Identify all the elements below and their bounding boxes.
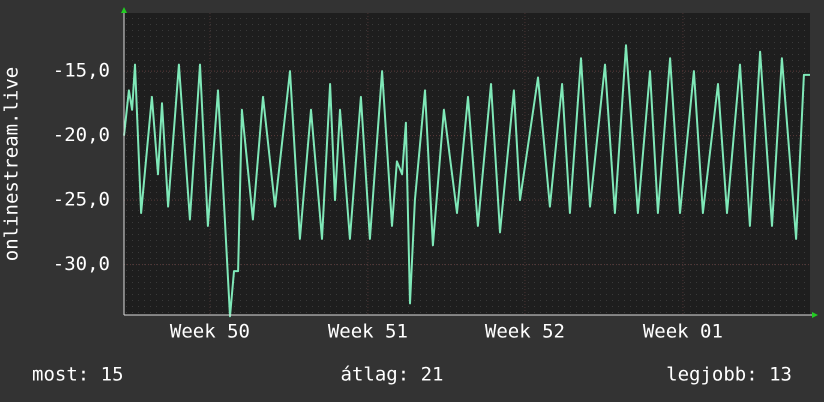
footer-stat: átlag: 21	[341, 364, 444, 386]
y-tick-label: -20,0	[53, 124, 110, 146]
axis-arrow	[812, 312, 818, 318]
footer-stat: legjobb: 13	[666, 364, 792, 386]
data-line	[123, 44, 810, 318]
y-tick-label: -15,0	[53, 60, 110, 82]
axis-arrow	[121, 7, 127, 13]
y-tick-label: -30,0	[53, 253, 110, 275]
x-tick-label: Week 01	[643, 321, 723, 343]
y-tick-label: -25,0	[53, 189, 110, 211]
x-tick-label: Week 51	[328, 321, 408, 343]
x-tick-label: Week 50	[170, 321, 250, 343]
x-tick-label: Week 52	[485, 321, 565, 343]
footer-stat: most: 15	[32, 364, 124, 386]
y-axis-label: onlinestream.live	[1, 67, 23, 261]
